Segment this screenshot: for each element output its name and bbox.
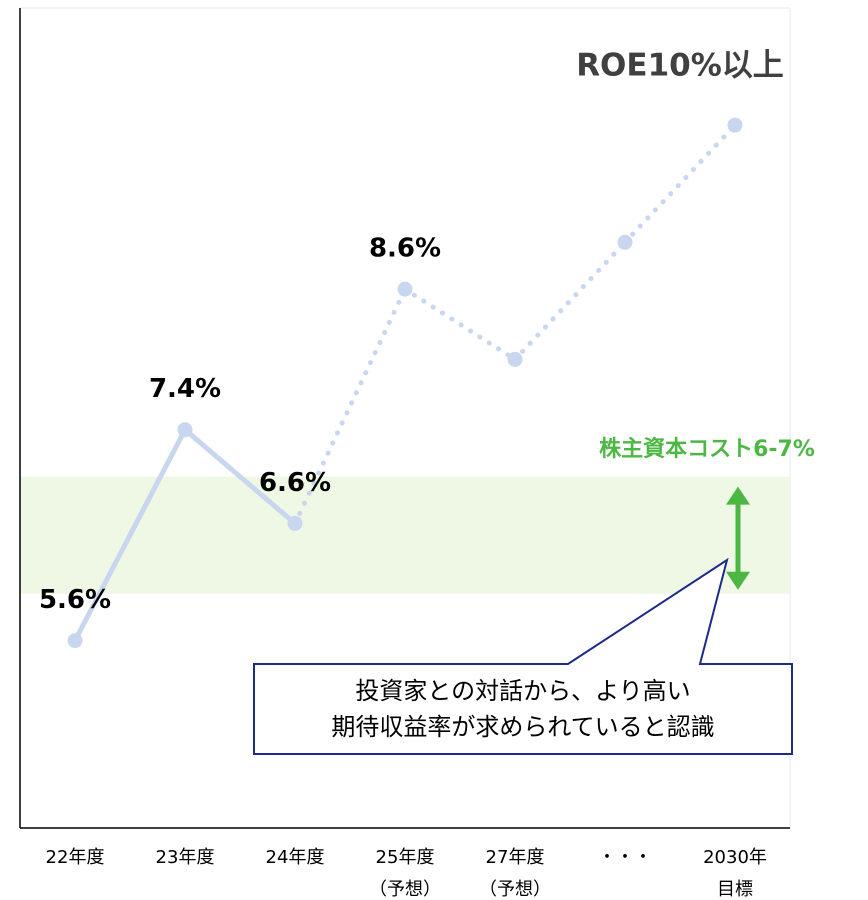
line-segment [292,286,408,526]
line-segment [512,239,628,362]
callout-box [253,557,793,755]
point [397,281,413,297]
x-tick-label: 25年度 [376,847,435,868]
x-tick-label: 2030年 [703,847,767,868]
value-label: 6.6% [259,468,331,498]
band-label: 株主資本コスト6-7% [599,436,815,462]
band-arrow-head [726,486,750,505]
x-tick-label: 目標 [717,879,753,900]
line-segment [402,286,518,362]
x-tick-label: 27年度 [486,847,545,868]
x-tick-label: （予想） [369,879,441,900]
line-segment [72,427,188,644]
point [617,234,633,250]
cost-band [20,476,790,594]
x-tick-label: ・・・ [598,847,652,868]
x-tick-label: 23年度 [156,847,215,868]
x-tick-label: 22年度 [46,847,105,868]
value-label: 8.6% [369,234,441,264]
value-label: 5.6% [39,585,111,615]
point [67,633,83,649]
x-tick-label: 24年度 [266,847,325,868]
line-segment [182,427,298,526]
annotation: ROE10%以上 [576,48,784,84]
point [287,515,303,531]
line-segment [622,122,738,245]
point [727,117,743,133]
band-arrow-head [726,571,750,590]
value-label: 7.4% [149,374,221,404]
point [177,422,193,438]
callout-text: 期待収益率が求められていると認識 [331,713,714,741]
x-tick-label: （予想） [479,879,551,900]
callout-text: 投資家との対話から、より高い [355,677,690,705]
point [507,351,523,367]
